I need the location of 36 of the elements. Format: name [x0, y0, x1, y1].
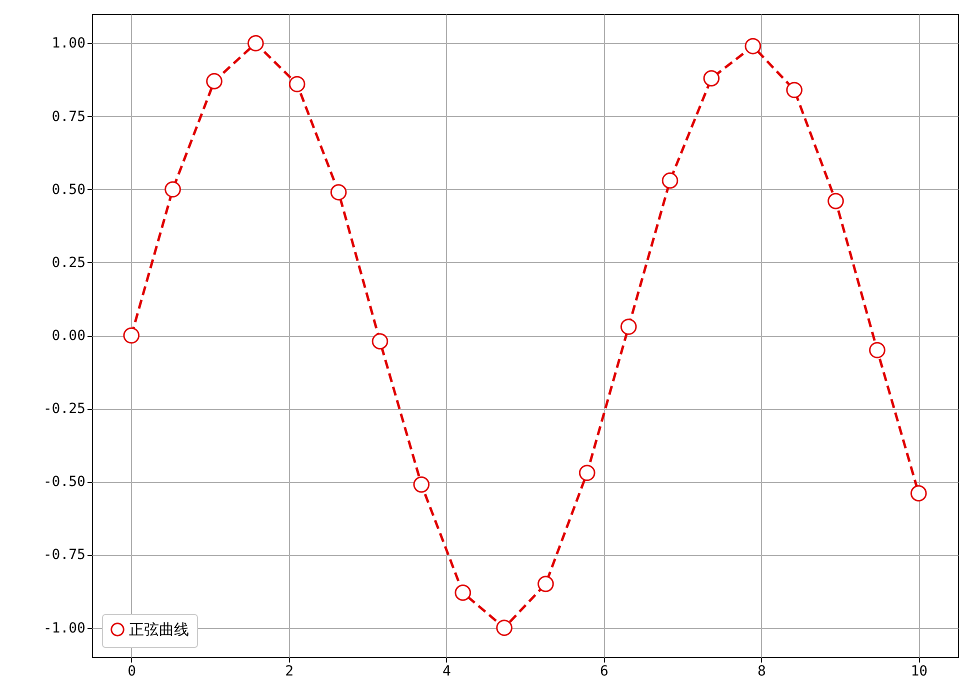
point — [248, 35, 264, 52]
point — [288, 76, 306, 92]
legend-label: 正弦曲线 — [129, 620, 189, 638]
y-tick-label: -0.50 — [43, 474, 86, 490]
x-tick-label: 0 — [128, 664, 136, 680]
point — [910, 485, 927, 502]
point — [123, 327, 140, 344]
point — [744, 38, 762, 54]
point — [538, 576, 554, 592]
x-tick-label: 4 — [442, 664, 451, 680]
point — [620, 318, 637, 335]
x-tick-label: 10 — [910, 664, 928, 680]
point — [662, 172, 678, 189]
y-tick-label: -1.00 — [43, 620, 86, 636]
y-tick-label: 0.75 — [52, 108, 86, 125]
x-tick-label: 6 — [600, 664, 608, 680]
y-tick-label: -0.75 — [43, 547, 86, 564]
y-tick-label: 0.50 — [52, 182, 86, 198]
point — [206, 73, 222, 90]
x-tick-label: 8 — [757, 664, 766, 680]
point — [413, 476, 430, 493]
point — [496, 620, 512, 636]
point — [164, 181, 181, 198]
point — [578, 464, 596, 482]
point — [786, 82, 802, 98]
y-tick-label: -0.25 — [43, 401, 86, 418]
point — [330, 184, 347, 200]
y-tick-label: 1.00 — [52, 36, 86, 52]
point — [828, 192, 844, 210]
point — [372, 333, 388, 350]
y-tick-label: 0.25 — [52, 254, 86, 271]
point — [869, 342, 886, 358]
point — [454, 584, 472, 601]
y-tick-label: 0.00 — [52, 328, 86, 344]
x-tick-label: 2 — [285, 664, 294, 680]
point — [703, 70, 720, 86]
